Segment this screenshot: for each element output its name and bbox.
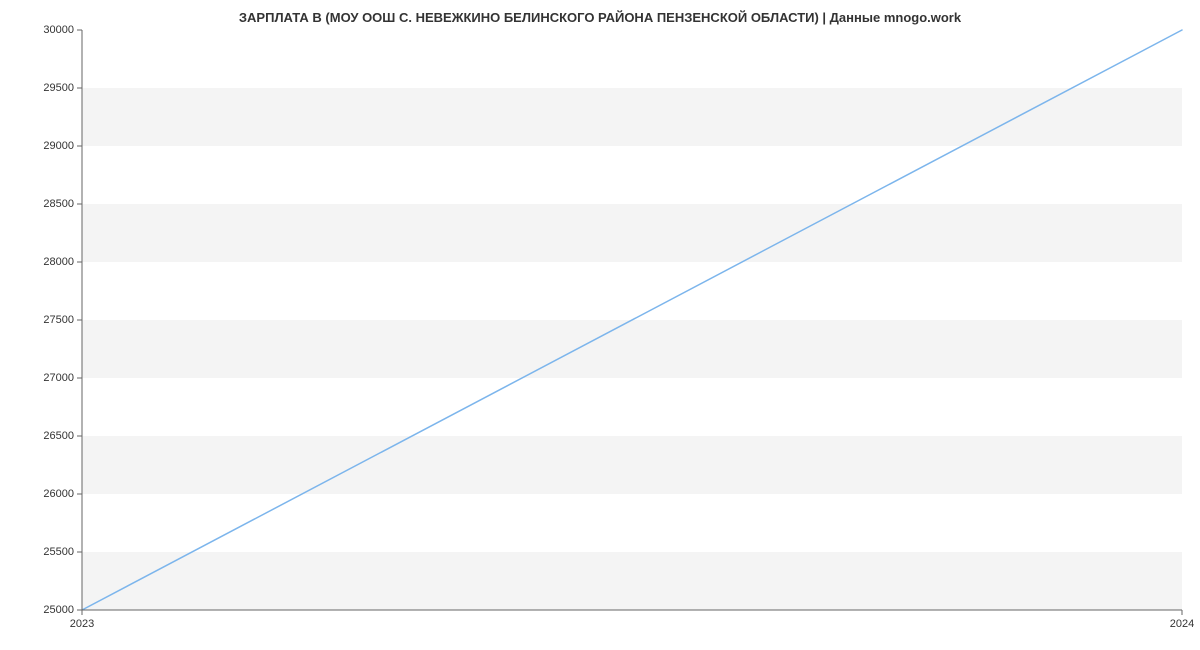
grid-band xyxy=(82,320,1182,378)
y-tick-label: 29000 xyxy=(43,140,74,152)
grid-band xyxy=(82,552,1182,610)
grid-band xyxy=(82,436,1182,494)
x-tick-label: 2024 xyxy=(1170,618,1194,630)
y-tick-label: 27500 xyxy=(43,314,74,326)
x-tick-label: 2023 xyxy=(70,618,94,630)
y-tick-label: 25000 xyxy=(43,604,74,616)
grid-band xyxy=(82,204,1182,262)
grid-band xyxy=(82,146,1182,204)
y-tick-label: 26000 xyxy=(43,488,74,500)
plot-area: 2500025500260002650027000275002800028500… xyxy=(82,30,1182,610)
y-tick-label: 28500 xyxy=(43,198,74,210)
y-tick-label: 30000 xyxy=(43,24,74,36)
y-tick-label: 25500 xyxy=(43,546,74,558)
y-tick-label: 27000 xyxy=(43,372,74,384)
y-tick-label: 29500 xyxy=(43,82,74,94)
chart-title: ЗАРПЛАТА В (МОУ ООШ С. НЕВЕЖКИНО БЕЛИНСК… xyxy=(0,10,1200,25)
chart-container: ЗАРПЛАТА В (МОУ ООШ С. НЕВЕЖКИНО БЕЛИНСК… xyxy=(0,0,1200,650)
y-tick-label: 26500 xyxy=(43,430,74,442)
grid-band xyxy=(82,378,1182,436)
plot-svg xyxy=(82,30,1182,610)
grid-band xyxy=(82,262,1182,320)
grid-band xyxy=(82,30,1182,88)
y-tick-label: 28000 xyxy=(43,256,74,268)
